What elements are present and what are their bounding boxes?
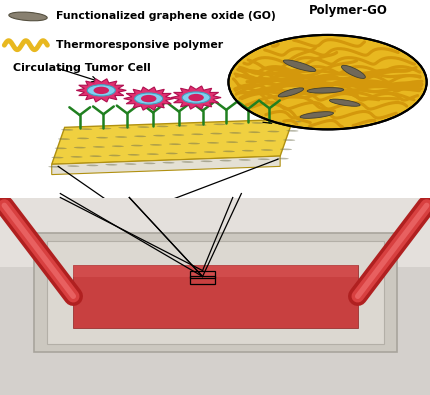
Ellipse shape: [58, 138, 70, 140]
Text: Thermoresponsive polymer: Thermoresponsive polymer: [56, 40, 223, 50]
Ellipse shape: [210, 133, 222, 134]
Ellipse shape: [89, 155, 101, 157]
Ellipse shape: [194, 124, 206, 126]
Ellipse shape: [341, 65, 365, 79]
Ellipse shape: [80, 128, 92, 130]
FancyBboxPatch shape: [34, 233, 396, 352]
Ellipse shape: [182, 92, 210, 103]
Ellipse shape: [71, 156, 83, 158]
Circle shape: [93, 87, 109, 94]
Ellipse shape: [96, 137, 108, 139]
Ellipse shape: [153, 135, 165, 136]
Ellipse shape: [108, 155, 120, 156]
Ellipse shape: [166, 152, 177, 154]
Circle shape: [228, 35, 426, 130]
Polygon shape: [52, 119, 292, 164]
Ellipse shape: [289, 121, 301, 122]
Ellipse shape: [87, 85, 115, 96]
Ellipse shape: [52, 157, 63, 158]
Text: Circulating Tumor Cell: Circulating Tumor Cell: [13, 63, 150, 73]
Ellipse shape: [118, 127, 130, 129]
FancyBboxPatch shape: [47, 241, 383, 344]
Ellipse shape: [134, 93, 162, 104]
Polygon shape: [76, 79, 126, 102]
Ellipse shape: [143, 162, 155, 164]
Ellipse shape: [115, 136, 127, 138]
Ellipse shape: [55, 147, 67, 149]
Ellipse shape: [162, 162, 174, 164]
Ellipse shape: [276, 158, 288, 160]
Ellipse shape: [61, 129, 73, 131]
Ellipse shape: [92, 146, 104, 148]
Ellipse shape: [241, 150, 253, 152]
Ellipse shape: [86, 165, 98, 166]
Ellipse shape: [77, 137, 89, 139]
Ellipse shape: [251, 122, 263, 124]
Ellipse shape: [229, 132, 241, 134]
Ellipse shape: [191, 134, 203, 135]
Circle shape: [141, 95, 156, 102]
Text: Functionalized graphene oxide (GO): Functionalized graphene oxide (GO): [56, 11, 275, 21]
Ellipse shape: [187, 143, 200, 144]
Ellipse shape: [232, 123, 244, 124]
Ellipse shape: [169, 143, 181, 145]
Ellipse shape: [127, 154, 139, 156]
Ellipse shape: [283, 60, 315, 71]
Ellipse shape: [329, 99, 359, 106]
Ellipse shape: [112, 145, 123, 147]
Ellipse shape: [105, 164, 117, 166]
Ellipse shape: [286, 130, 298, 132]
Ellipse shape: [238, 159, 250, 161]
Bar: [0, 198, 430, 267]
Ellipse shape: [260, 149, 272, 151]
Ellipse shape: [283, 139, 295, 141]
Polygon shape: [123, 87, 173, 110]
Ellipse shape: [181, 161, 193, 163]
Ellipse shape: [280, 149, 291, 150]
Ellipse shape: [48, 166, 60, 167]
Ellipse shape: [134, 135, 146, 137]
FancyBboxPatch shape: [73, 265, 357, 328]
Ellipse shape: [74, 147, 86, 149]
Ellipse shape: [267, 131, 279, 132]
Ellipse shape: [146, 153, 158, 155]
Ellipse shape: [213, 124, 225, 125]
Ellipse shape: [245, 141, 257, 142]
Ellipse shape: [172, 134, 184, 136]
Ellipse shape: [248, 132, 260, 133]
Ellipse shape: [226, 141, 237, 143]
Ellipse shape: [307, 88, 343, 93]
Ellipse shape: [150, 144, 162, 146]
Polygon shape: [171, 86, 221, 109]
FancyBboxPatch shape: [73, 265, 357, 276]
Ellipse shape: [299, 112, 333, 118]
Polygon shape: [52, 156, 280, 175]
Ellipse shape: [257, 158, 269, 160]
Bar: [189, 271, 215, 278]
Ellipse shape: [270, 121, 282, 123]
Ellipse shape: [278, 88, 303, 97]
Ellipse shape: [124, 163, 136, 165]
Ellipse shape: [175, 125, 187, 126]
Text: Polymer-GO: Polymer-GO: [308, 4, 387, 17]
Bar: [189, 276, 215, 284]
Circle shape: [188, 94, 203, 101]
Ellipse shape: [219, 160, 231, 162]
Ellipse shape: [156, 126, 168, 127]
Ellipse shape: [99, 128, 111, 129]
Ellipse shape: [200, 160, 212, 162]
Ellipse shape: [184, 152, 197, 154]
Ellipse shape: [9, 12, 47, 21]
Ellipse shape: [222, 150, 234, 152]
Ellipse shape: [137, 126, 149, 128]
Ellipse shape: [131, 145, 143, 147]
Ellipse shape: [203, 151, 215, 153]
Ellipse shape: [206, 142, 218, 144]
Ellipse shape: [264, 140, 276, 141]
Ellipse shape: [67, 165, 79, 167]
